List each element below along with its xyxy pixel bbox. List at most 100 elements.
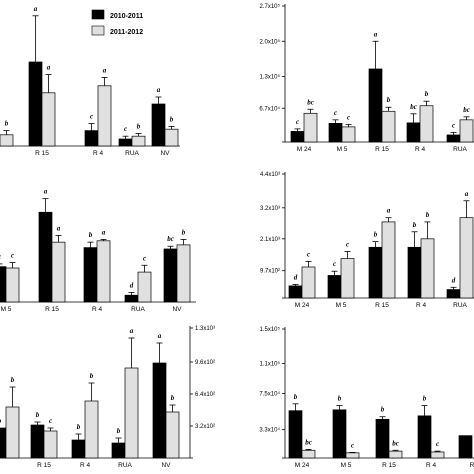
bar-s2-5 (164, 128, 179, 147)
bar-s2-3 (96, 240, 111, 303)
bar-s2-4 (420, 238, 435, 299)
legend: 2010-2011 2011-2012 (91, 9, 143, 36)
bar-s1-3 (83, 247, 98, 303)
legend-label-1: 2011-2012 (110, 29, 143, 36)
chart-panel-5: 3.2x10² 6.4x10² 9.6x10² 1.3x10³ b b b c R 15 b b R … (0, 326, 215, 469)
significance-letter: c (307, 250, 310, 258)
significance-letter: b (36, 411, 40, 419)
bar-s1-1 (288, 285, 303, 299)
category-label: M 24 (297, 146, 312, 153)
legend-swatch-0 (91, 9, 105, 20)
bar-s1-5 (458, 435, 473, 459)
bar-s2-3 (84, 400, 99, 459)
category-label: M 5 (341, 462, 352, 469)
bar-s1-5 (446, 289, 461, 299)
significance-letter: c (334, 109, 337, 117)
significance-letter: c (346, 241, 349, 249)
chart-panel-1: b a a R 15 c a R 4 c b RUA a b NV (0, 5, 180, 157)
bar-s2-1 (5, 267, 20, 303)
bar-s2-4 (137, 271, 152, 303)
category-label: R 15 (375, 146, 389, 153)
bar-s1-2 (28, 61, 43, 147)
bar-s2-2 (41, 92, 56, 147)
significance-letter: c (347, 113, 350, 121)
bar-s1-2 (332, 409, 347, 459)
significance-letter: a (47, 64, 51, 72)
significance-letter: b (0, 417, 2, 425)
bar-s2-5 (165, 411, 180, 459)
bar-s2-2 (341, 126, 356, 143)
bar-s1-2 (38, 211, 53, 303)
significance-letter: b (413, 221, 417, 229)
bar-s2-3 (381, 221, 396, 299)
significance-letter: b (89, 231, 93, 239)
bar-s1-4 (407, 246, 422, 299)
significance-letter: b (338, 395, 342, 403)
chart-panels: b a a R 15 c a R 4 c b RUA a b NV 6.7x10⁴ 1.3x10⁵ 2.0x1… (0, 3, 474, 469)
y-tick-label: 3.2x10³ (260, 206, 280, 212)
bar-s1-4 (118, 138, 133, 147)
significance-letter: a (387, 207, 391, 215)
bar-s1-3 (375, 418, 390, 459)
significance-letter: a (103, 66, 107, 74)
significance-letter: b (11, 376, 15, 384)
significance-letter: b (374, 231, 378, 239)
y-tick-label: 2.1x10³ (260, 237, 280, 243)
y-tick-label: 2.0x10⁵ (259, 38, 280, 45)
significance-letter: b (90, 372, 94, 380)
significance-letter: d (294, 273, 298, 281)
bar-s1-3 (84, 130, 99, 147)
bar-s2-2 (51, 241, 66, 303)
y-tick-label: 9.7x10² (260, 269, 280, 275)
category-label: R 15 (35, 150, 49, 157)
category-label: NV (161, 462, 171, 469)
category-label: R 4 (92, 306, 103, 313)
bar-s1-1 (0, 427, 7, 459)
bar-s1-2 (328, 123, 343, 143)
category-label: R 15 (382, 462, 396, 469)
significance-letter: b (137, 122, 141, 130)
significance-letter: bc (305, 438, 312, 446)
category-label: R 4 (416, 302, 427, 309)
category-label: M 24 (295, 462, 310, 469)
bar-s2-1 (301, 266, 316, 299)
bar-s2-5 (459, 119, 474, 143)
bar-s2-5 (176, 244, 191, 303)
bar-s2-2 (340, 258, 355, 299)
bar-s1-3 (71, 439, 86, 459)
y-tick-label: 1.5x10⁵ (259, 326, 280, 333)
category-label: R 4 (80, 462, 91, 469)
bar-s2-4 (124, 367, 139, 459)
significance-letter: bc (410, 103, 417, 111)
bar-s1-5 (163, 248, 178, 303)
significance-letter: b (425, 90, 429, 98)
y-tick-label: 9.6x10² (195, 360, 215, 366)
y-tick-label: 3.2x10² (195, 424, 215, 430)
significance-letter: c (351, 441, 354, 449)
bar-s1-5 (152, 362, 167, 459)
significance-letter: b (170, 115, 174, 123)
category-label: R 15 (375, 302, 389, 309)
significance-letter: b (171, 394, 175, 402)
bar-s2-1 (5, 406, 20, 459)
category-label: RUA (118, 462, 132, 469)
category-label: M 5 (336, 302, 347, 309)
category-label: M 5 (337, 146, 348, 153)
legend-swatch-1 (91, 25, 105, 36)
category-label: R (470, 462, 474, 469)
category-label: RUA (453, 302, 467, 309)
significance-letter: c (90, 113, 93, 121)
category-label: R 4 (93, 150, 104, 157)
category-label: RUA (131, 306, 145, 313)
bar-s1-5 (446, 134, 461, 143)
significance-letter: a (102, 228, 106, 236)
category-label: R 4 (426, 462, 437, 469)
significance-letter: c (143, 254, 146, 262)
significance-letter: b (294, 393, 298, 401)
significance-letter: b (117, 427, 121, 435)
significance-letter: b (387, 96, 391, 104)
significance-letter: a (158, 332, 162, 340)
significance-letter: c (452, 121, 455, 129)
